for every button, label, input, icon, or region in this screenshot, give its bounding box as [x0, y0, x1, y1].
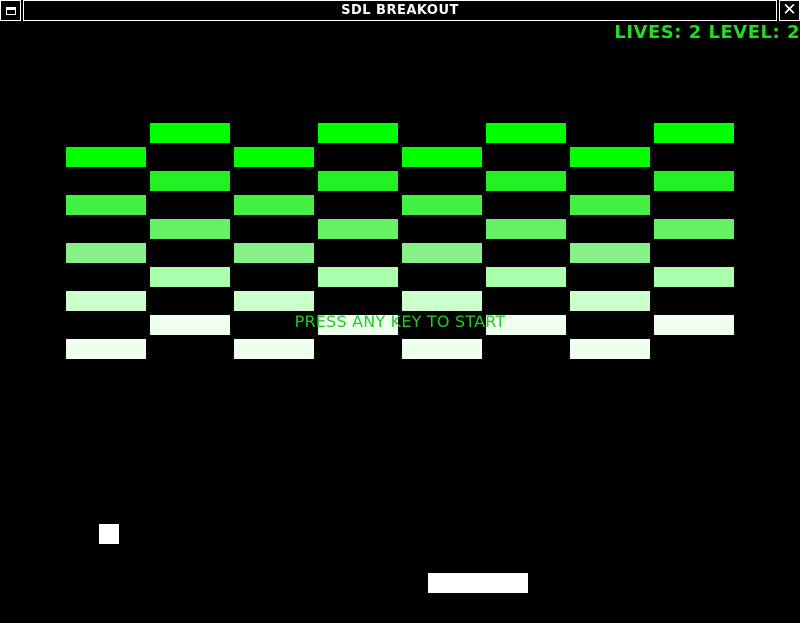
brick: [570, 195, 650, 215]
brick: [318, 267, 398, 287]
brick: [66, 291, 146, 311]
brick: [570, 243, 650, 263]
brick: [486, 315, 566, 335]
level-label: LEVEL:: [708, 22, 781, 43]
brick: [402, 243, 482, 263]
brick: [486, 219, 566, 239]
brick: [654, 267, 734, 287]
brick: [318, 171, 398, 191]
close-icon: ✕: [782, 0, 797, 20]
brick: [66, 195, 146, 215]
brick: [570, 291, 650, 311]
brick: [234, 147, 314, 167]
brick: [66, 339, 146, 359]
window-title: SDL BREAKOUT: [23, 0, 777, 21]
brick: [66, 147, 146, 167]
brick: [234, 291, 314, 311]
start-prompt: PRESS ANY KEY TO START: [294, 312, 506, 331]
window-titlebar: SDL BREAKOUT ✕: [0, 0, 800, 22]
brick: [402, 339, 482, 359]
brick: [402, 147, 482, 167]
ball: [99, 524, 119, 544]
brick: [150, 315, 230, 335]
brick: [654, 123, 734, 143]
hud: LIVES: 2 LEVEL: 2: [614, 22, 800, 44]
brick: [654, 219, 734, 239]
brick: [318, 315, 398, 335]
brick: [234, 195, 314, 215]
brick: [654, 171, 734, 191]
lives-value: 2: [688, 22, 702, 43]
brick: [486, 123, 566, 143]
brick: [318, 123, 398, 143]
brick: [150, 123, 230, 143]
lives-label: LIVES:: [614, 22, 682, 43]
paddle[interactable]: [428, 573, 528, 593]
brick: [570, 339, 650, 359]
brick: [402, 291, 482, 311]
level-value: 2: [786, 22, 800, 43]
brick: [150, 267, 230, 287]
brick: [66, 243, 146, 263]
brick: [402, 195, 482, 215]
brick: [486, 267, 566, 287]
brick: [654, 315, 734, 335]
brick: [150, 219, 230, 239]
brick: [486, 171, 566, 191]
window-menu-button[interactable]: [0, 0, 21, 21]
brick: [318, 219, 398, 239]
window-menu-icon: [6, 7, 16, 15]
close-button[interactable]: ✕: [779, 0, 800, 21]
brick: [570, 147, 650, 167]
brick: [234, 339, 314, 359]
brick: [234, 243, 314, 263]
brick: [150, 171, 230, 191]
